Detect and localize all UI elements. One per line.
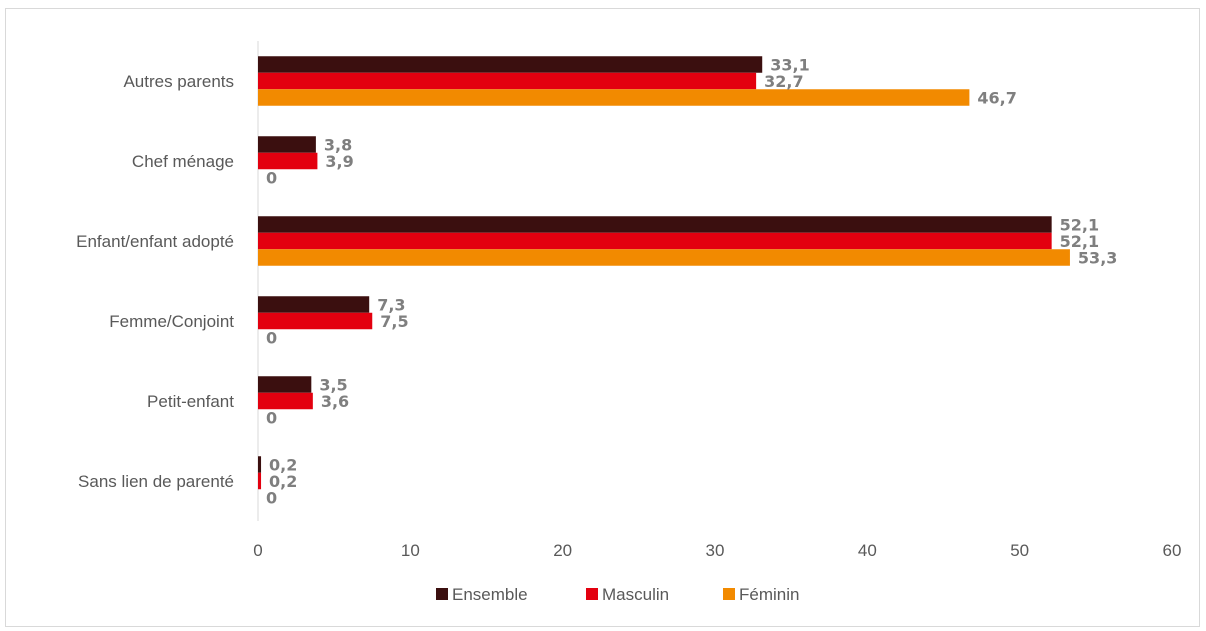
category-label: Femme/Conjoint — [109, 312, 234, 331]
bar-ensemble — [258, 376, 312, 393]
data-label: 3,8 — [324, 135, 352, 154]
data-label: 32,7 — [764, 72, 803, 91]
bar-masculin — [258, 312, 373, 330]
bar-féminin — [258, 249, 1070, 266]
x-tick-label: 20 — [553, 541, 572, 560]
x-tick-label: 60 — [1163, 541, 1182, 560]
chart-area: 0 10 20 30 40 50 60 Autres parents Chef ménage En… — [5, 8, 1200, 627]
legend-swatch-masculin — [586, 588, 598, 600]
data-label: 3,9 — [325, 152, 353, 171]
data-label: 3,5 — [319, 375, 347, 394]
x-tick-label: 30 — [706, 541, 725, 560]
bar-ensemble — [258, 216, 1052, 233]
data-label: 0 — [266, 408, 277, 427]
legend-label: Féminin — [739, 585, 799, 604]
legend: Ensemble Masculin Féminin — [436, 585, 799, 604]
category-label: Petit-enfant — [147, 392, 234, 411]
legend-swatch-ensemble — [436, 588, 448, 600]
data-label: 7,3 — [377, 295, 405, 314]
data-label: 0 — [266, 488, 277, 507]
data-label: 53,3 — [1078, 248, 1117, 267]
data-label: 3,6 — [321, 392, 349, 411]
x-tick-label: 40 — [858, 541, 877, 560]
data-label: 52,1 — [1060, 232, 1099, 251]
legend-label: Masculin — [602, 585, 669, 604]
category-label: Sans lien de parenté — [78, 472, 234, 491]
bar-ensemble — [258, 136, 316, 153]
category-label: Autres parents — [123, 72, 234, 91]
legend-label: Ensemble — [452, 585, 528, 604]
category-label: Chef ménage — [132, 152, 234, 171]
data-label: 52,1 — [1060, 215, 1099, 234]
category-label: Enfant/enfant adopté — [76, 232, 234, 251]
data-label: 7,5 — [380, 312, 408, 331]
x-tick-label: 0 — [253, 541, 262, 560]
bar-féminin — [258, 89, 970, 106]
axes: 0 10 20 30 40 50 60 Autres parents Chef ménage En… — [76, 41, 1181, 560]
data-label: 0 — [266, 328, 277, 347]
bar-ensemble — [258, 296, 370, 313]
bar-masculin — [258, 72, 757, 90]
bar-masculin — [258, 392, 313, 410]
data-label: 0 — [266, 168, 277, 187]
data-labels: 33,132,746,73,83,9052,152,153,37,37,503,… — [266, 55, 1117, 507]
x-tick-label: 50 — [1010, 541, 1029, 560]
data-label: 33,1 — [770, 55, 809, 74]
bar-ensemble — [258, 456, 262, 473]
bar-masculin — [258, 232, 1052, 250]
bar-masculin — [258, 152, 318, 170]
bar-masculin — [258, 472, 262, 490]
data-label: 0,2 — [269, 455, 297, 474]
bar-ensemble — [258, 56, 763, 73]
legend-swatch-féminin — [723, 588, 735, 600]
data-label: 0,2 — [269, 472, 297, 491]
bars — [258, 56, 1070, 490]
x-tick-label: 10 — [401, 541, 420, 560]
bar-chart: 0 10 20 30 40 50 60 Autres parents Chef ménage En… — [76, 41, 1181, 604]
data-label: 46,7 — [977, 88, 1016, 107]
